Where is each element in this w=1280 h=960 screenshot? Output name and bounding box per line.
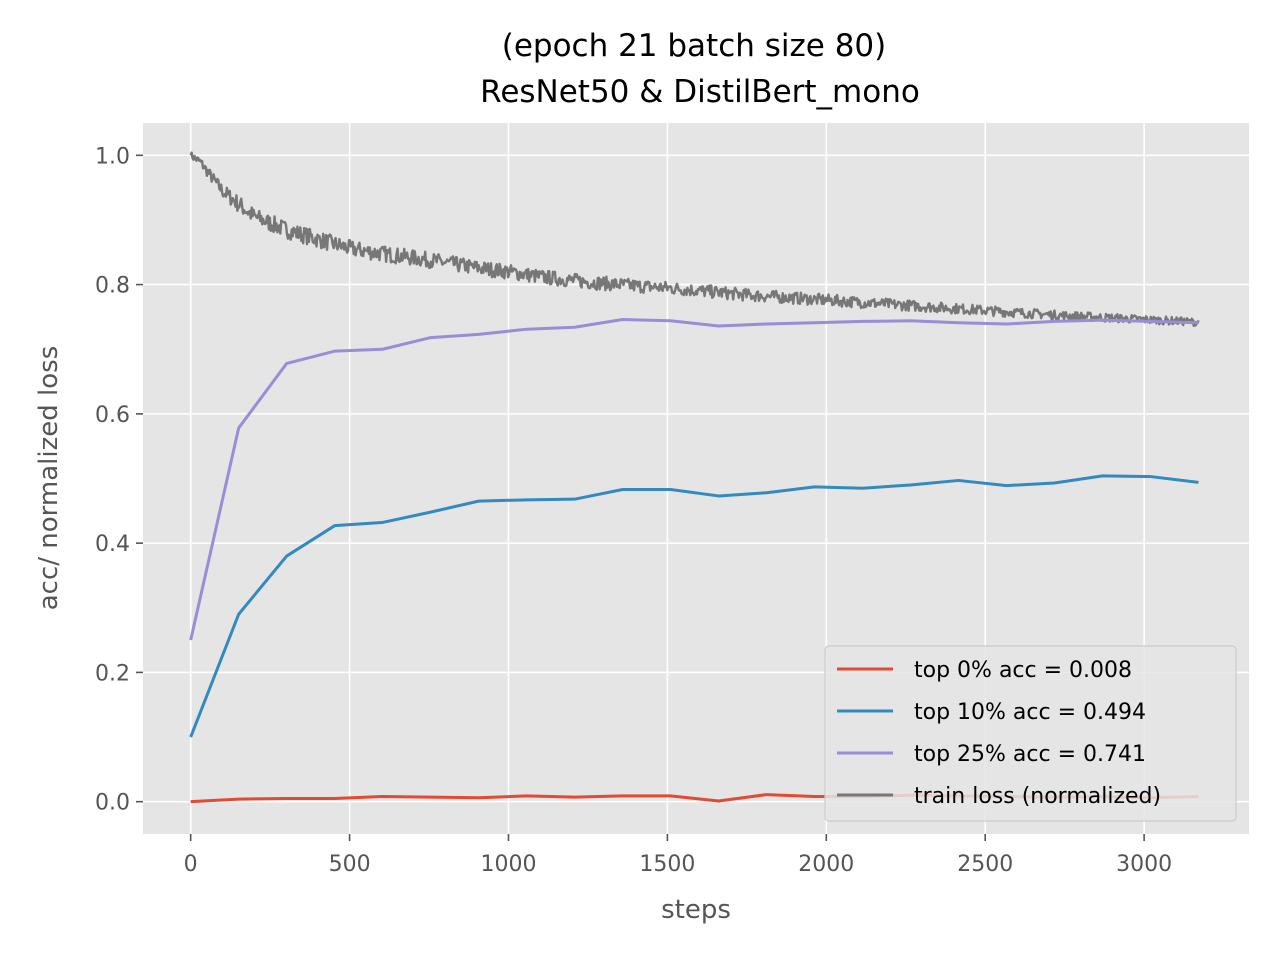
series-line-1	[189, 474, 1199, 738]
x-axis-label: steps	[661, 895, 731, 925]
legend: top 0% acc = 0.008 top 10% acc = 0.494 top…	[824, 645, 1237, 822]
y-tick-label: 0.6	[95, 403, 130, 428]
chart-title-line-2: ResNet50 & DistilBert_mono	[480, 74, 920, 110]
legend-label: train loss (normalized)	[914, 784, 1161, 809]
x-tick-label: 500	[329, 852, 371, 877]
y-tick-label: 0.2	[95, 661, 130, 686]
x-tick-label: 2000	[798, 852, 854, 877]
y-tick-label: 0.0	[95, 791, 130, 816]
legend-label: top 25% acc = 0.741	[914, 742, 1146, 767]
legend-label: top 10% acc = 0.494	[914, 700, 1146, 725]
y-axis-label: acc/ normalized loss	[34, 346, 64, 611]
x-tick-label: 1000	[480, 852, 536, 877]
chart-title-line-1: (epoch 21 batch size 80)	[502, 28, 887, 64]
x-tick-label: 1500	[639, 852, 695, 877]
y-tick-label: 1.0	[95, 144, 130, 169]
legend-box	[824, 645, 1237, 822]
grid-lines	[143, 123, 1249, 834]
series-line-2	[189, 317, 1199, 641]
x-tick-label: 0	[184, 852, 198, 877]
x-tick-label: 2500	[957, 852, 1013, 877]
tick-labels: 0 500 1000 1500 2000 2500 3000 0.0 0.2 0.4 0.6 0.8 1…	[95, 144, 1172, 877]
x-tick-label: 3000	[1116, 852, 1172, 877]
legend-label: top 0% acc = 0.008	[914, 658, 1132, 683]
y-tick-label: 0.4	[95, 532, 130, 557]
y-tick-label: 0.8	[95, 274, 130, 299]
series-line-3	[189, 151, 1200, 327]
